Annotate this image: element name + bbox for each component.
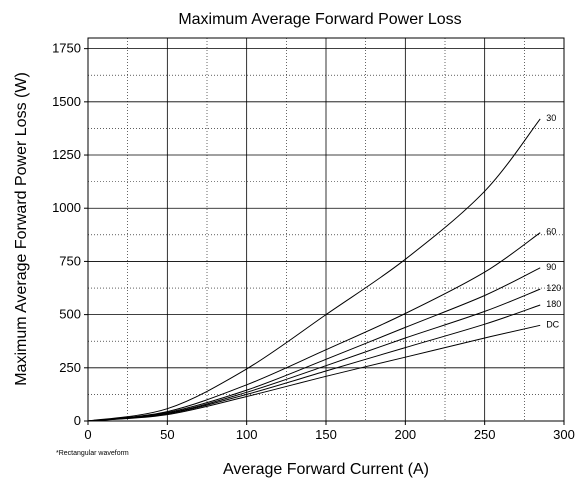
- x-axis-ticks: 0 50 100 150 200 250 300: [84, 421, 575, 442]
- x-tick-label: 200: [394, 427, 416, 442]
- y-axis-ticks: 0 250 500 750 1000 1250 1500 1750: [52, 41, 88, 428]
- y-tick-label: 1000: [52, 200, 81, 215]
- chart-title: Maximum Average Forward Power Loss: [178, 11, 461, 28]
- series-line-180: [87, 304, 541, 422]
- series-line-dc: [87, 324, 541, 422]
- footnote: *Rectangular waveform: [56, 450, 129, 457]
- series-line-90: [87, 267, 541, 422]
- y-tick-label: 1750: [52, 41, 81, 56]
- series-label-30: 30: [546, 113, 556, 123]
- x-tick-label: 0: [84, 427, 91, 442]
- x-axis-label: Average Forward Current (A): [223, 461, 429, 478]
- series-line-60: [87, 232, 541, 422]
- series-label-60: 60: [546, 227, 556, 237]
- x-tick-label: 250: [474, 427, 496, 442]
- y-tick-label: 1500: [52, 94, 81, 109]
- y-axis-label: Maximum Average Forward Power Loss (W): [13, 72, 30, 386]
- y-tick-label: 0: [74, 413, 81, 428]
- y-tick-label: 1250: [52, 147, 81, 162]
- plot-frame: [87, 37, 565, 422]
- y-tick-label: 500: [59, 307, 81, 322]
- x-tick-label: 150: [315, 427, 337, 442]
- series-labels: 30 60 90 120 180 DC: [546, 113, 561, 329]
- x-tick-label: 50: [160, 427, 174, 442]
- series-line-30: [87, 118, 541, 422]
- series-label-120: 120: [546, 283, 561, 293]
- series-label-dc: DC: [546, 319, 559, 329]
- y-tick-label: 250: [59, 360, 81, 375]
- series-label-180: 180: [546, 299, 561, 309]
- series-curves: [87, 118, 541, 422]
- grid: [88, 38, 564, 421]
- x-tick-label: 100: [236, 427, 258, 442]
- y-tick-label: 750: [59, 253, 81, 268]
- x-tick-label: 300: [553, 427, 575, 442]
- series-label-90: 90: [546, 262, 556, 272]
